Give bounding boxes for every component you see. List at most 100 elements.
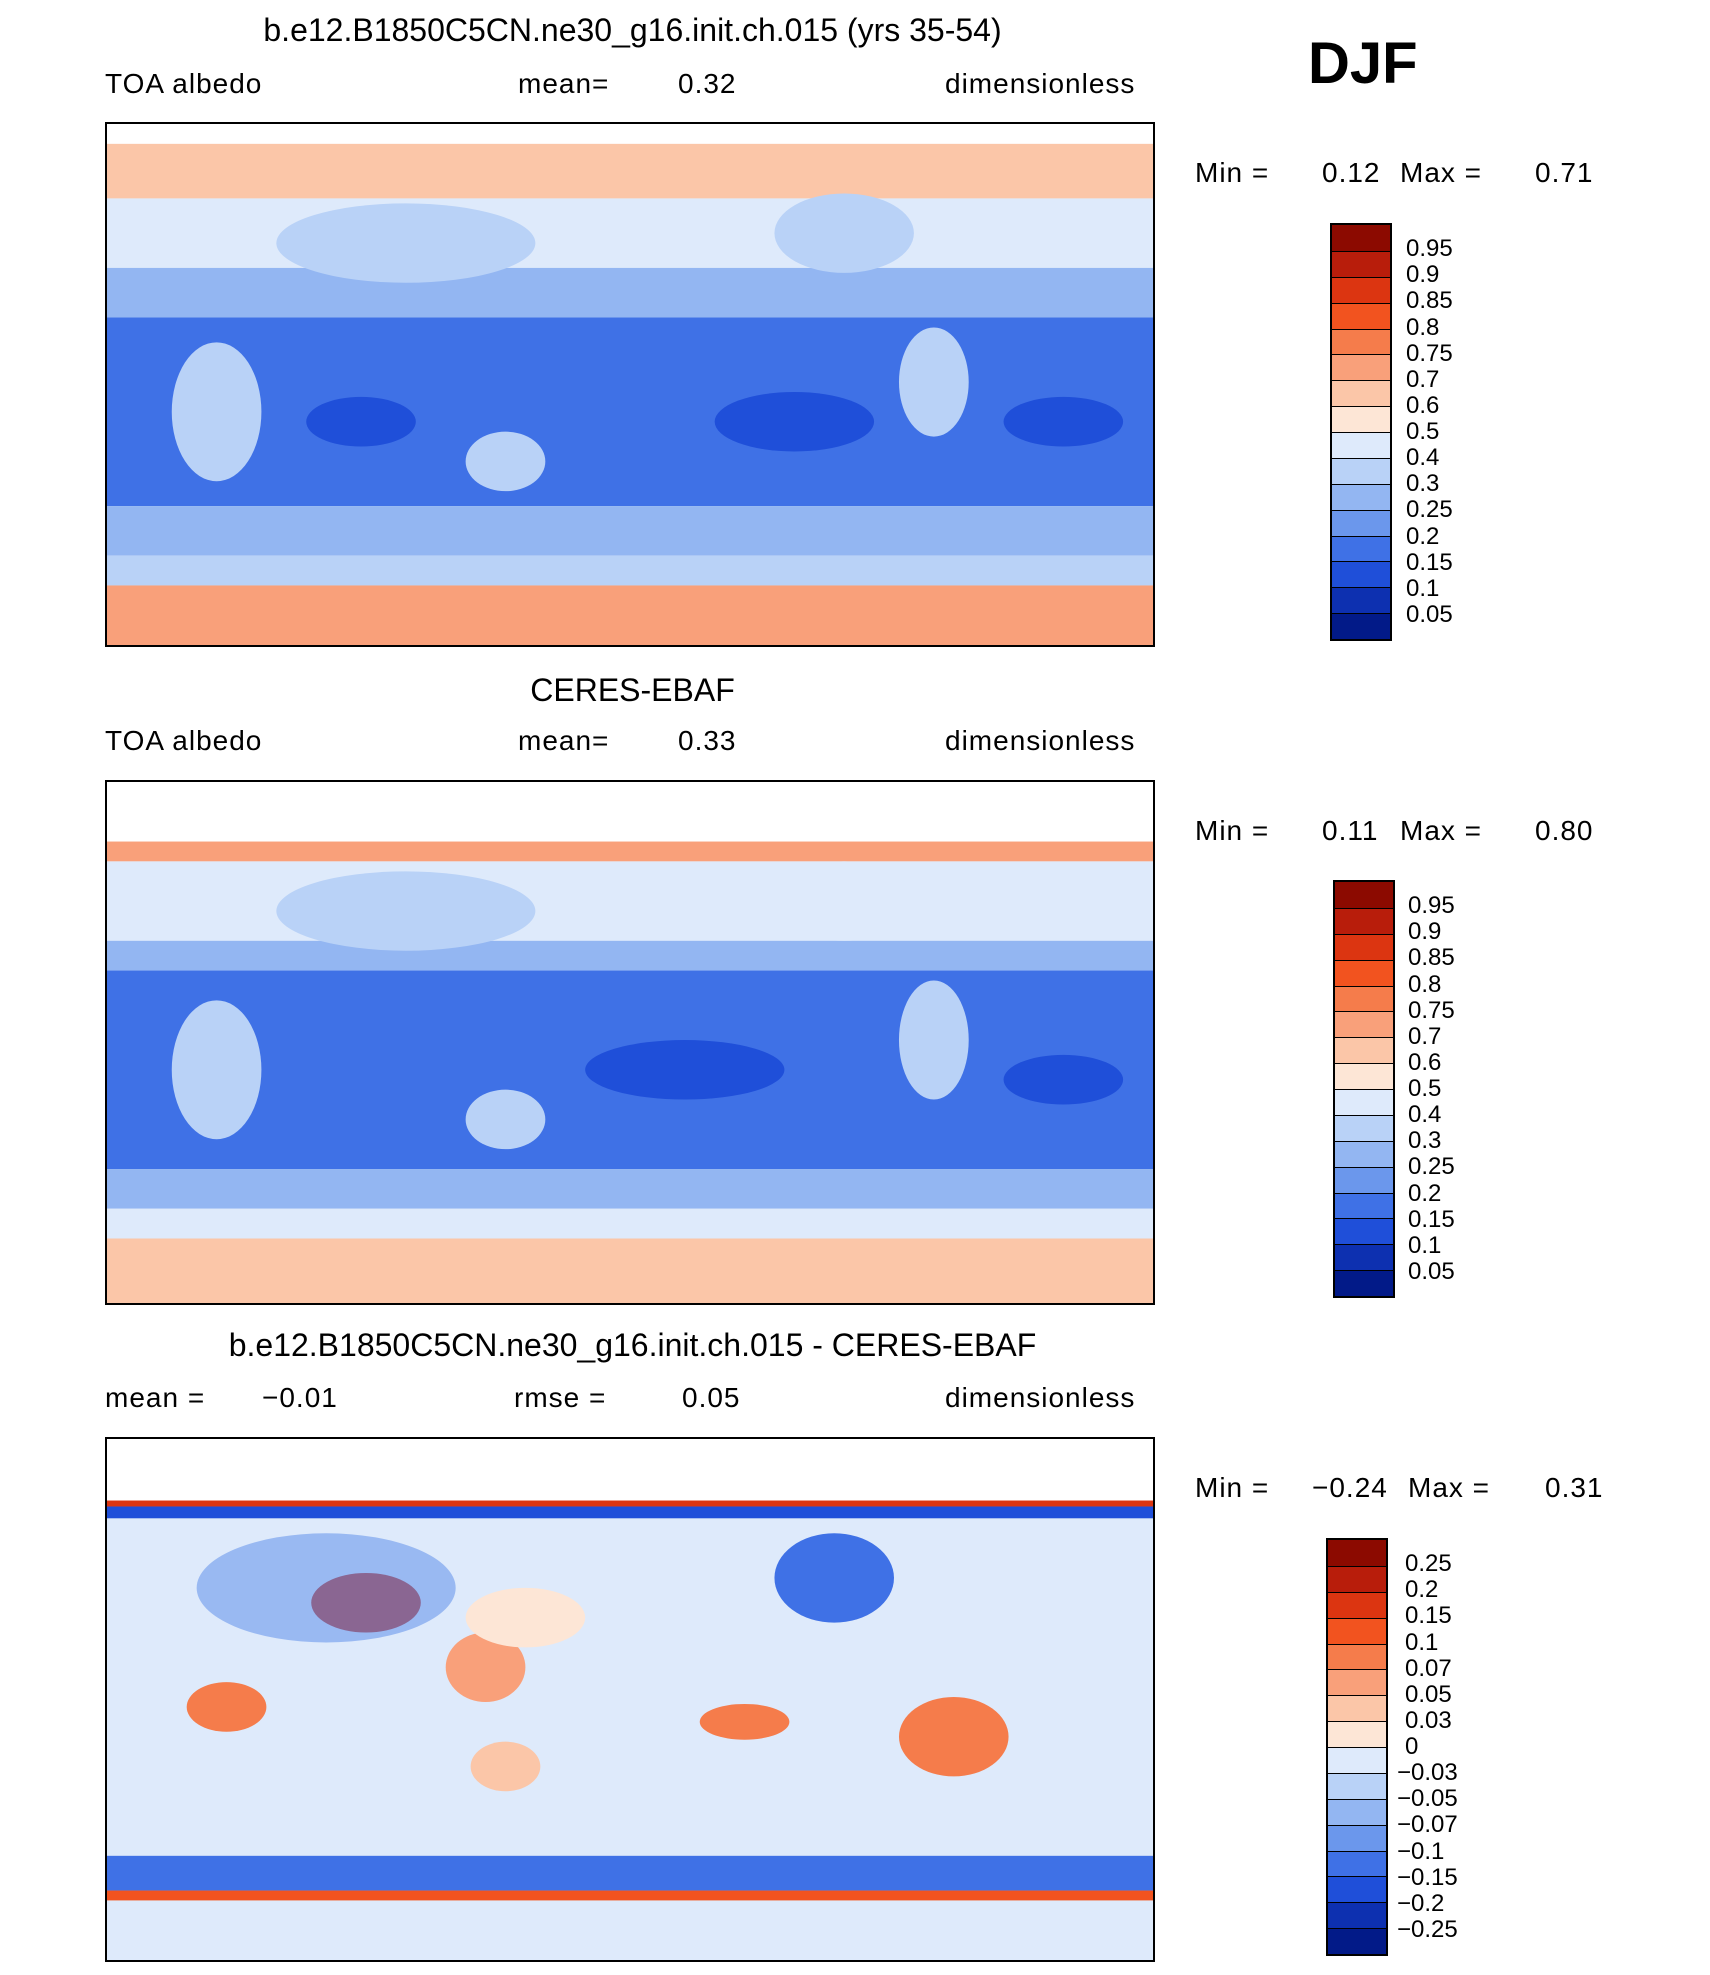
- colorbar-tick-label: 0.2: [1406, 522, 1440, 550]
- colorbar-tick-label: 0.9: [1408, 918, 1442, 946]
- colorbar-swatch: [1332, 613, 1390, 639]
- colorbar-tick-label: 0.3: [1408, 1127, 1442, 1155]
- colorbar-swatch: [1328, 1928, 1386, 1954]
- colorbar-tick-label: 0.8: [1406, 313, 1440, 341]
- colorbar-swatch: [1328, 1669, 1386, 1696]
- panel-3-units: dimensionless: [945, 1382, 1136, 1413]
- colorbar-tick-label: −0.15: [1397, 1863, 1458, 1891]
- colorbar-tick-label: 0.07: [1405, 1654, 1452, 1682]
- panel-1-band-antarctic: [107, 585, 1153, 645]
- colorbar-tick-label: 0.1: [1408, 1231, 1442, 1259]
- panel-1-africa: [171, 342, 262, 482]
- colorbar-tick-label: 0.6: [1408, 1048, 1442, 1076]
- panel-1-min-value: 0.12: [1322, 157, 1381, 188]
- panel-1-band-arctic: [107, 143, 1153, 199]
- colorbar-tick-label: 0.95: [1408, 892, 1455, 920]
- colorbar-tick-label: 0.2: [1405, 1576, 1439, 1604]
- colorbar-swatch: [1332, 276, 1390, 303]
- colorbar-swatch: [1332, 225, 1390, 251]
- panel-1-eurasia: [276, 203, 536, 283]
- colorbar-swatch: [1332, 302, 1390, 329]
- colorbar-tick-label: 0.03: [1405, 1706, 1452, 1734]
- colorbar-swatch: [1328, 1824, 1386, 1851]
- colorbar-swatch: [1332, 483, 1390, 510]
- colorbar-swatch: [1328, 1643, 1386, 1670]
- colorbar-swatch: [1332, 432, 1390, 458]
- colorbar-tick-label: −0.2: [1397, 1889, 1445, 1917]
- panel-1-max-label: Max =: [1400, 157, 1483, 188]
- colorbar-tick-label: 0: [1405, 1733, 1419, 1760]
- colorbar-tick-label: 0.6: [1406, 391, 1440, 419]
- panel-2-map-svg: [107, 782, 1153, 1303]
- panel-3-mean-value: −0.01: [262, 1382, 338, 1413]
- colorbar-swatch: [1332, 250, 1390, 277]
- colorbar-swatch: [1335, 985, 1393, 1012]
- panel-1-band-north-mid: [107, 198, 1153, 268]
- colorbar-swatch: [1335, 1270, 1393, 1296]
- panel-1-north-america: [774, 193, 914, 273]
- panel-2-title: CERES-EBAF: [530, 672, 735, 708]
- panel-2-units: dimensionless: [945, 725, 1136, 756]
- colorbar-tick-label: 0.1: [1405, 1628, 1439, 1656]
- panel-3-min-value: −0.24: [1312, 1472, 1388, 1503]
- colorbar-swatch: [1328, 1721, 1386, 1747]
- panel-1-australia: [465, 431, 546, 492]
- panel-3-band-southern-ocean: [107, 1890, 1153, 1901]
- colorbar-tick-label: 0.95: [1406, 235, 1453, 263]
- colorbar-tick-label: 0.05: [1405, 1680, 1452, 1708]
- colorbar-tick-label: 0.75: [1408, 996, 1455, 1024]
- colorbar-tick-label: 0.3: [1406, 470, 1440, 498]
- colorbar-swatch: [1335, 1192, 1393, 1219]
- panel-2-mean-value: 0.33: [678, 725, 737, 756]
- panel-3-colorbar: [1326, 1538, 1388, 1956]
- colorbar-swatch: [1335, 907, 1393, 934]
- colorbar-swatch: [1332, 561, 1390, 588]
- panel-3-max-value: 0.31: [1545, 1472, 1604, 1503]
- colorbar-tick-label: 0.25: [1408, 1153, 1455, 1181]
- colorbar-tick-label: 0.4: [1406, 444, 1440, 472]
- colorbar-swatch: [1335, 1244, 1393, 1271]
- colorbar-swatch: [1328, 1565, 1386, 1592]
- colorbar-tick-label: 0.85: [1406, 287, 1453, 315]
- panel-1-mean-value: 0.32: [678, 68, 737, 99]
- colorbar-swatch: [1335, 882, 1393, 908]
- colorbar-tick-label: 0.05: [1406, 600, 1453, 628]
- panel-3-map-svg: [107, 1439, 1153, 1960]
- panel-2-colorbar: [1333, 880, 1395, 1298]
- colorbar-swatch: [1332, 406, 1390, 432]
- panel-3-mean-label: mean =: [105, 1382, 206, 1413]
- panel-1-variable-label: TOA albedo: [105, 68, 263, 99]
- colorbar-swatch: [1335, 1089, 1393, 1115]
- colorbar-swatch: [1332, 535, 1390, 562]
- colorbar-tick-label: 0.5: [1406, 418, 1440, 445]
- panel-3-max-label: Max =: [1408, 1472, 1491, 1503]
- panel-1-title: b.e12.B1850C5CN.ne30_g16.init.ch.015 (yr…: [263, 12, 1002, 48]
- colorbar-swatch: [1332, 509, 1390, 536]
- colorbar-swatch: [1335, 1218, 1393, 1245]
- colorbar-tick-label: 0.15: [1406, 548, 1453, 576]
- colorbar-swatch: [1335, 933, 1393, 960]
- colorbar-tick-label: 0.05: [1408, 1257, 1455, 1285]
- panel-1-colorbar: [1330, 223, 1392, 641]
- panel-1-mean-label: mean=: [518, 68, 610, 99]
- panel-2-africa: [171, 1000, 262, 1140]
- colorbar-swatch: [1335, 1011, 1393, 1038]
- panel-1-south-america: [898, 327, 969, 437]
- colorbar-swatch: [1328, 1695, 1386, 1722]
- panel-3-rmse-label: rmse =: [514, 1382, 607, 1413]
- colorbar-tick-label: 0.7: [1408, 1022, 1442, 1050]
- colorbar-swatch: [1328, 1617, 1386, 1644]
- panel-2-eurasia: [276, 871, 536, 951]
- colorbar-tick-label: −0.03: [1397, 1759, 1458, 1787]
- panel-3-band-arctic-edge: [107, 1500, 1153, 1507]
- colorbar-tick-label: 0.9: [1406, 261, 1440, 289]
- colorbar-swatch: [1332, 328, 1390, 355]
- panel-1-map: [105, 122, 1155, 647]
- colorbar-tick-label: −0.1: [1397, 1837, 1445, 1865]
- panel-2-south-america: [898, 980, 969, 1100]
- panel-2-max-label: Max =: [1400, 815, 1483, 846]
- panel-1-min-label: Min =: [1195, 157, 1270, 188]
- colorbar-tick-label: 0.4: [1408, 1101, 1442, 1129]
- colorbar-swatch: [1335, 1037, 1393, 1064]
- colorbar-swatch: [1328, 1591, 1386, 1618]
